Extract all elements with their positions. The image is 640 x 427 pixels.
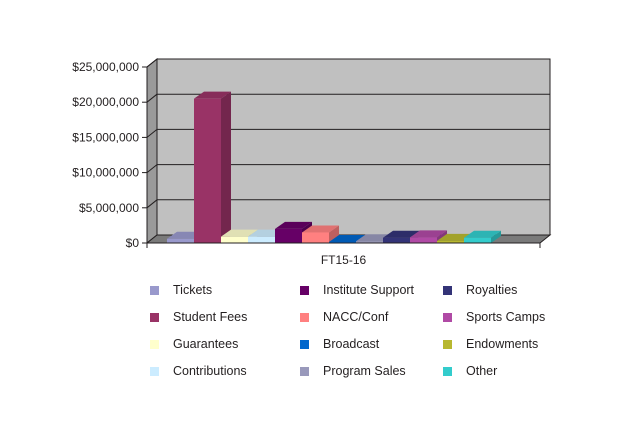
legend-label: Other bbox=[466, 364, 498, 378]
y-tick-label: $5,000,000 bbox=[79, 201, 139, 215]
bar-side bbox=[329, 225, 339, 243]
bar-front bbox=[437, 240, 464, 243]
legend-item: Endowments bbox=[443, 337, 538, 351]
bar-front bbox=[356, 241, 383, 243]
legend-item: Guarantees bbox=[150, 337, 238, 351]
legend-label: Program Sales bbox=[323, 364, 406, 378]
bar-top bbox=[464, 230, 501, 238]
legend-label: Endowments bbox=[466, 337, 539, 351]
legend-label: Broadcast bbox=[323, 337, 380, 351]
gridline-side bbox=[146, 129, 158, 138]
legend-item: Program Sales bbox=[300, 364, 406, 378]
legend-label: Tickets bbox=[173, 283, 213, 297]
legend-label: Student Fees bbox=[173, 310, 248, 324]
legend-item: Royalties bbox=[443, 283, 517, 297]
bar-student-fees bbox=[194, 91, 231, 244]
legend-swatch bbox=[443, 366, 452, 376]
legend-item: Sports Camps bbox=[443, 310, 545, 324]
x-category-label: FT15-16 bbox=[321, 253, 367, 267]
legend-item: Tickets bbox=[150, 283, 212, 297]
legend-swatch bbox=[300, 339, 309, 349]
legend-label: NACC/Conf bbox=[323, 310, 389, 324]
chart: $0 $5,000,000 $10,000,000 $15,000,000 $20,00… bbox=[72, 57, 552, 267]
legend-label: Guarantees bbox=[173, 337, 239, 351]
legend-item: Other bbox=[443, 364, 497, 378]
bar-other bbox=[464, 230, 501, 243]
y-tick-label: $25,000,000 bbox=[72, 60, 139, 74]
legend-swatch bbox=[300, 366, 309, 376]
bar-top bbox=[410, 230, 447, 238]
bar-group bbox=[167, 91, 501, 244]
y-tick-label: $20,000,000 bbox=[72, 95, 139, 109]
legend-swatch bbox=[150, 339, 159, 349]
legend-item: Student Fees bbox=[150, 310, 247, 324]
bar-top bbox=[329, 234, 366, 242]
legend-swatch bbox=[443, 285, 452, 295]
bar-nacc-conf bbox=[302, 225, 339, 243]
bar-front bbox=[221, 236, 248, 243]
bar-front bbox=[194, 98, 221, 244]
bar-front bbox=[275, 228, 302, 243]
legend-swatch bbox=[150, 312, 159, 322]
legend-item: Institute Support bbox=[300, 283, 414, 297]
legend-item: NACC/Conf bbox=[300, 310, 388, 324]
bar-front bbox=[464, 237, 491, 243]
legend-swatch bbox=[443, 312, 452, 322]
legend-swatch bbox=[300, 285, 309, 295]
bar-side bbox=[221, 91, 231, 244]
bar-top bbox=[275, 221, 312, 229]
axes: $0 $5,000,000 $10,000,000 $15,000,000 $20,00… bbox=[72, 60, 541, 267]
bar-top bbox=[194, 91, 231, 99]
gridline-side bbox=[146, 93, 158, 103]
bar-front bbox=[167, 238, 194, 243]
bar-front bbox=[329, 241, 356, 243]
gridline-side bbox=[146, 199, 158, 209]
legend-label: Royalties bbox=[466, 283, 518, 297]
legend-swatch bbox=[150, 366, 159, 376]
legend-label: Sports Camps bbox=[466, 310, 546, 324]
bar-front bbox=[302, 232, 329, 243]
legend-item: Broadcast bbox=[300, 337, 379, 351]
bar-top bbox=[302, 225, 339, 233]
bar-front bbox=[383, 237, 410, 243]
y-tick-label: $15,000,000 bbox=[72, 130, 139, 144]
legend-label: Institute Support bbox=[323, 283, 415, 297]
bar-front bbox=[248, 236, 275, 243]
bar-top bbox=[383, 230, 420, 238]
bar-top bbox=[221, 229, 258, 237]
legend-swatch bbox=[150, 285, 159, 295]
gridline-side bbox=[146, 164, 158, 173]
legend-item: Contributions bbox=[150, 364, 247, 378]
y-tick-label: $10,000,000 bbox=[72, 166, 139, 180]
legend-swatch bbox=[443, 339, 452, 349]
y-tick-label: $0 bbox=[126, 236, 140, 250]
gridline-side bbox=[146, 58, 158, 68]
bar-side bbox=[491, 230, 501, 243]
legend-swatch bbox=[300, 312, 309, 322]
side-wall bbox=[146, 57, 158, 245]
legend-label: Contributions bbox=[173, 364, 247, 378]
bar-front bbox=[410, 237, 437, 243]
